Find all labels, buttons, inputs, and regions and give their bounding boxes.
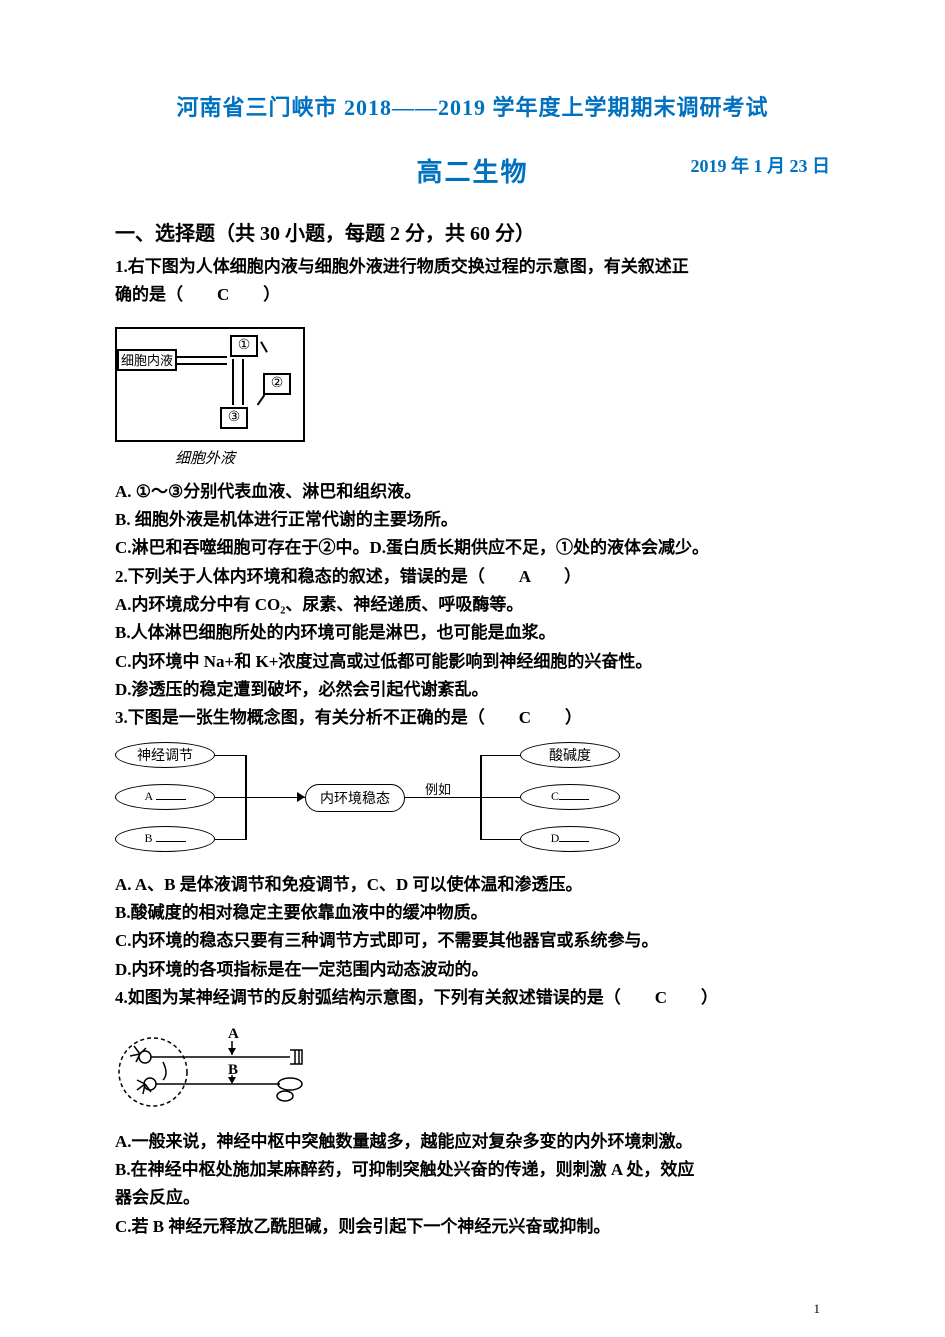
exam-title: 河南省三门峡市 2018——2019 学年度上学期期末调研考试 [115,90,830,122]
q1-stem-line2: 确的是（ C ） [115,282,830,308]
q1-diagram: 细胞内液 ① ② ③ 细胞外液 [115,319,830,469]
page-number: 1 [814,1301,821,1317]
q4-diagram: A B [115,1022,830,1117]
d2-center: 内环境稳态 [305,784,405,812]
q2-optC: C.内环境中 Na+和 K+浓度过高或过低都可能影响到神经细胞的兴奋性。 [115,649,830,675]
q2-optB: B.人体淋巴细胞所处的内环境可能是淋巴，也可能是血浆。 [115,620,830,646]
q3-optD: D.内环境的各项指标是在一定范围内动态波动的。 [115,957,830,983]
q4-optC: C.若 B 神经元释放乙酰胆碱，则会引起下一个神经元兴奋或抑制。 [115,1214,830,1240]
q1-stem-line1: 1.右下图为人体细胞内液与细胞外液进行物质交换过程的示意图，有关叙述正 [115,254,830,280]
q1-optC: C.淋巴和吞噬细胞可存在于②中。D.蛋白质长期供应不足，①处的液体会减少。 [115,535,830,561]
d2-oval-A: A [115,784,215,810]
q4-optB-line2: 器会反应。 [115,1185,830,1211]
exam-subject: 高二生物 [416,152,528,189]
d2-oval-neural: 神经调节 [115,742,215,768]
q2-optD: D.渗透压的稳定遭到破坏，必然会引起代谢紊乱。 [115,677,830,703]
q2-optA: A.内环境成分中有 CO₂、尿素、神经递质、呼吸酶等。 [115,592,830,618]
d1-inner-label: 细胞内液 [117,349,177,371]
svg-text:A: A [228,1026,239,1042]
d1-box2: ② [263,373,291,395]
d2-example-label: 例如 [425,779,451,798]
d2-oval-B: B [115,826,215,852]
q1-optB: B. 细胞外液是机体进行正常代谢的主要场所。 [115,507,830,533]
q3-optC: C.内环境的稳态只要有三种调节方式即可，不需要其他器官或系统参与。 [115,928,830,954]
q2-stem: 2.下列关于人体内环境和稳态的叙述，错误的是（ A ） [115,564,830,590]
q4-stem: 4.如图为某神经调节的反射弧结构示意图，下列有关叙述错误的是（ C ） [115,985,830,1011]
exam-date: 2019 年 1 月 23 日 [691,152,831,178]
q4-optB-line1: B.在神经中枢处施加某麻醉药，可抑制突触处兴奋的传递，则刺激 A 处，效应 [115,1157,830,1183]
q3-optA: A. A、B 是体液调节和免疫调节，C、D 可以使体温和渗透压。 [115,872,830,898]
q3-stem: 3.下图是一张生物概念图，有关分析不正确的是（ C ） [115,705,830,731]
q4-optA: A.一般来说，神经中枢中突触数量越多，越能应对复杂多变的内外环境刺激。 [115,1129,830,1155]
d2-oval-acid: 酸碱度 [520,742,620,768]
d1-box1: ① [230,335,258,357]
subtitle-row: 高二生物 2019 年 1 月 23 日 [115,152,830,189]
d2-oval-C: C [520,784,620,810]
d2-oval-D: D [520,826,620,852]
q3-optB: B.酸碱度的相对稳定主要依靠血液中的缓冲物质。 [115,900,830,926]
svg-text:B: B [228,1062,238,1078]
q1-optA: A. ①～③分别代表血液、淋巴和组织液。 [115,479,830,505]
q3-diagram: 神经调节 A B 内环境稳态 酸碱度 C D 例如 [115,742,830,862]
d1-caption: 细胞外液 [175,447,235,468]
d1-box3: ③ [220,407,248,429]
section-heading: 一、选择题（共 30 小题，每题 2 分，共 60 分） [115,217,830,246]
